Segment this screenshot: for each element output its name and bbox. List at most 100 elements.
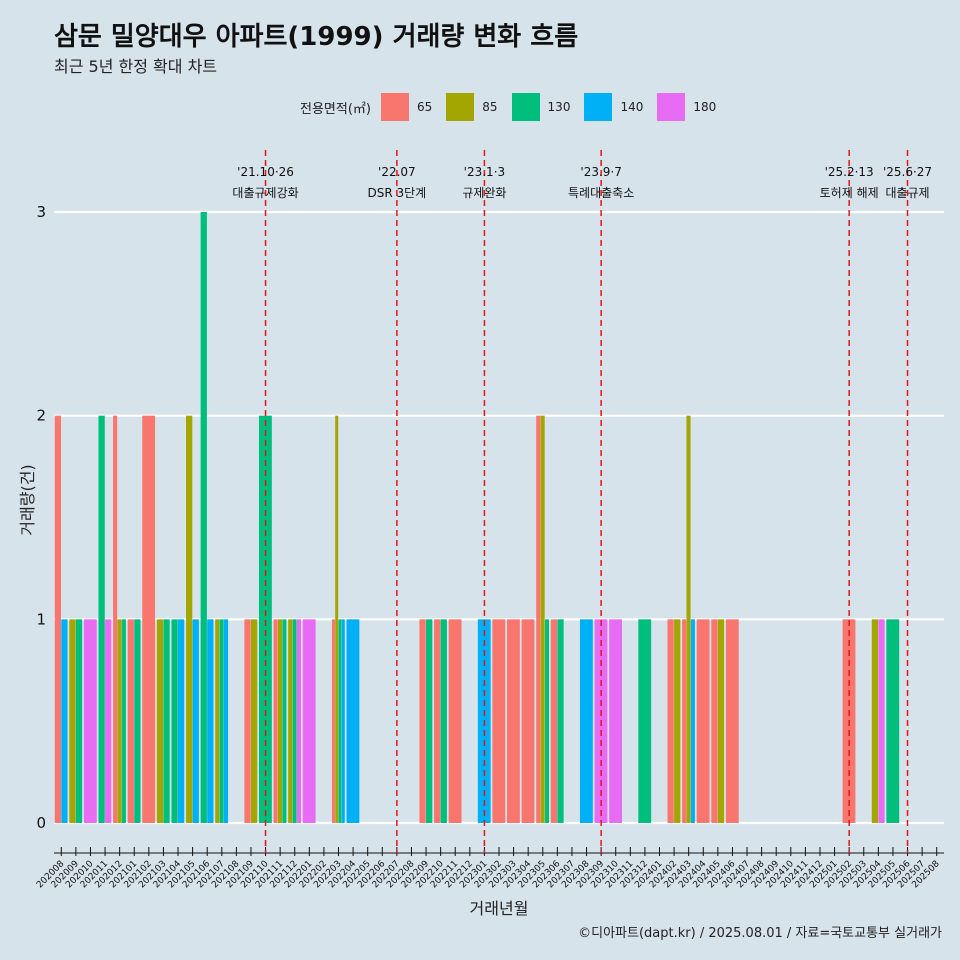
bar-130-202103 — [163, 619, 170, 823]
bar-180-202504 — [878, 619, 885, 823]
bar-85-202109 — [250, 619, 258, 823]
legend-swatch-140 — [584, 93, 613, 121]
legend-label-65: 65 — [416, 100, 433, 114]
bar-130-202009 — [75, 619, 83, 823]
bar-130-202305 — [544, 619, 550, 823]
legend: 전용면적(㎡) 65 85 130 140 180 — [300, 93, 730, 121]
bar-130-202101 — [134, 619, 141, 823]
bar-65-202404 — [696, 619, 710, 823]
event-name-label: 대출규제 — [885, 186, 929, 200]
event-date-label: '23.1·3 — [464, 165, 505, 179]
event-date-label: '22.07 — [378, 165, 416, 179]
bar-130-202104 — [171, 619, 178, 823]
bar-65-202109 — [244, 619, 251, 823]
bar-85-202403 — [686, 415, 691, 823]
bar-130-202505 — [886, 619, 900, 823]
event-date-label: '25.6·27 — [883, 165, 932, 179]
bar-140-202106 — [207, 619, 214, 823]
bar-65-202406 — [725, 619, 739, 823]
bar-130-202012 — [121, 619, 126, 823]
legend-title: 전용면적(㎡) — [300, 101, 371, 117]
legend-swatch-130 — [511, 93, 540, 121]
bar-180-202201 — [302, 619, 316, 823]
bar-85-202504 — [871, 619, 879, 823]
x-axis-title: 거래년월 — [470, 899, 529, 918]
legend-item-140: 140 — [584, 93, 643, 121]
bar-65-202111 — [273, 619, 278, 823]
bar-65-202405 — [711, 619, 718, 823]
event-name-label: 토허제 해제 — [820, 186, 879, 200]
bar-140-202104 — [178, 619, 185, 823]
bar-130-202110 — [258, 415, 272, 823]
bar-85-202402 — [674, 619, 681, 823]
bar-85-202305 — [540, 415, 545, 823]
bar-85-202112 — [288, 619, 293, 823]
bar-140-202204 — [346, 619, 360, 823]
legend-label-130: 130 — [547, 100, 571, 114]
bar-130-202306 — [557, 619, 564, 823]
event-name-label: 규제완화 — [462, 186, 506, 200]
bar-65-202306 — [550, 619, 558, 823]
bar-130-202107 — [219, 619, 224, 823]
event-date-label: '21.10·26 — [237, 165, 294, 179]
bar-65-202402 — [667, 619, 674, 823]
bar-140-202008 — [61, 619, 68, 823]
bar-65-202302 — [492, 619, 506, 823]
legend-item-130: 130 — [511, 93, 571, 121]
legend-item-85: 85 — [446, 93, 498, 121]
event-name-label: 대출규제강화 — [232, 186, 298, 200]
bar-65-202305 — [536, 415, 541, 823]
bar-65-202101 — [127, 619, 134, 823]
chart-title: 삼문 밀양대우 아파트(1999) 거래량 변화 흐름 — [54, 22, 579, 52]
y-tick-label: 1 — [36, 610, 46, 628]
bar-140-202403 — [690, 619, 695, 823]
bar-65-202203 — [331, 619, 335, 823]
bar-85-202405 — [717, 619, 725, 823]
y-tick-label: 0 — [36, 814, 46, 832]
legend-swatch-180 — [657, 93, 686, 121]
bar-85-202105 — [186, 415, 193, 823]
event-date-label: '23.9·7 — [580, 165, 621, 179]
bar-140-202308 — [579, 619, 593, 823]
bar-65-202211 — [448, 619, 462, 823]
bar-140-202107 — [223, 619, 229, 823]
bar-180-202011 — [105, 619, 112, 823]
event-date-label: '25.2·13 — [825, 165, 874, 179]
bar-130-202209 — [426, 619, 433, 823]
chart-subtitle: 최근 5년 한정 확대 차트 — [54, 57, 218, 76]
bar-65-202209 — [419, 619, 426, 823]
bar-130-202106 — [200, 212, 207, 823]
legend-item-180: 180 — [657, 93, 716, 121]
legend-swatch-85 — [446, 93, 475, 121]
bar-130-202112 — [292, 619, 297, 823]
bar-130-202312 — [638, 619, 652, 823]
bar-130-202011 — [98, 415, 105, 823]
y-tick-label: 3 — [36, 203, 46, 221]
event-name-label: DSR 3단계 — [368, 186, 427, 200]
bar-65-202012 — [113, 415, 118, 823]
bar-65-202008 — [54, 415, 61, 823]
legend-label-85: 85 — [482, 100, 498, 114]
legend-label-180: 180 — [693, 100, 717, 114]
bar-140-202105 — [192, 619, 199, 823]
bar-85-202107 — [215, 619, 220, 823]
bar-65-202303 — [507, 619, 520, 823]
bar-85-202203 — [335, 415, 339, 823]
bar-130-202111 — [282, 619, 287, 823]
bar-85-202009 — [69, 619, 76, 823]
legend-item-65: 65 — [380, 93, 433, 121]
bar-180-202010 — [83, 619, 97, 823]
bar-130-202203 — [338, 619, 342, 823]
source-caption: ©디아파트(dapt.kr) / 2025.08.01 / 자료=국토교통부 실… — [578, 926, 942, 941]
bar-65-202304 — [521, 619, 535, 823]
event-name-label: 특례대출축소 — [568, 186, 634, 200]
bar-65-202403 — [682, 619, 687, 823]
bar-130-202210 — [440, 619, 447, 823]
y-tick-label: 2 — [36, 407, 46, 425]
bar-85-202012 — [117, 619, 122, 823]
bar-180-202112 — [296, 619, 302, 823]
bar-85-202111 — [277, 619, 283, 823]
legend-label-140: 140 — [620, 100, 644, 114]
legend-swatch-65 — [380, 93, 409, 121]
